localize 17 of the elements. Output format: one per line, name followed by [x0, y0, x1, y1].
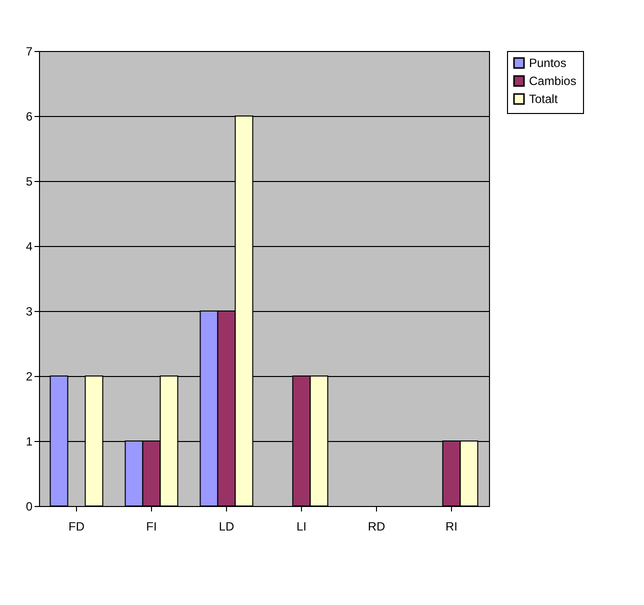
y-tick-label: 3 [26, 304, 33, 318]
x-tick-label: RI [446, 520, 458, 534]
y-tick-label: 5 [26, 174, 33, 188]
y-tick-label: 6 [26, 110, 33, 124]
x-tick-label: LI [296, 520, 307, 534]
y-tick-label: 1 [26, 434, 33, 448]
y-tick-label: 0 [26, 500, 33, 514]
x-tick-label: LD [218, 520, 234, 534]
x-tick-label: RD [368, 520, 386, 534]
y-tick-label: 7 [26, 44, 33, 58]
x-tick-label: FD [68, 520, 85, 534]
x-tick-label: FI [146, 520, 157, 534]
legend-label: Puntos [529, 56, 566, 70]
legend-label: Totalt [529, 92, 558, 106]
y-tick-label: 4 [26, 240, 33, 254]
legend-label: Cambios [529, 74, 576, 88]
y-tick-label: 2 [26, 370, 33, 384]
